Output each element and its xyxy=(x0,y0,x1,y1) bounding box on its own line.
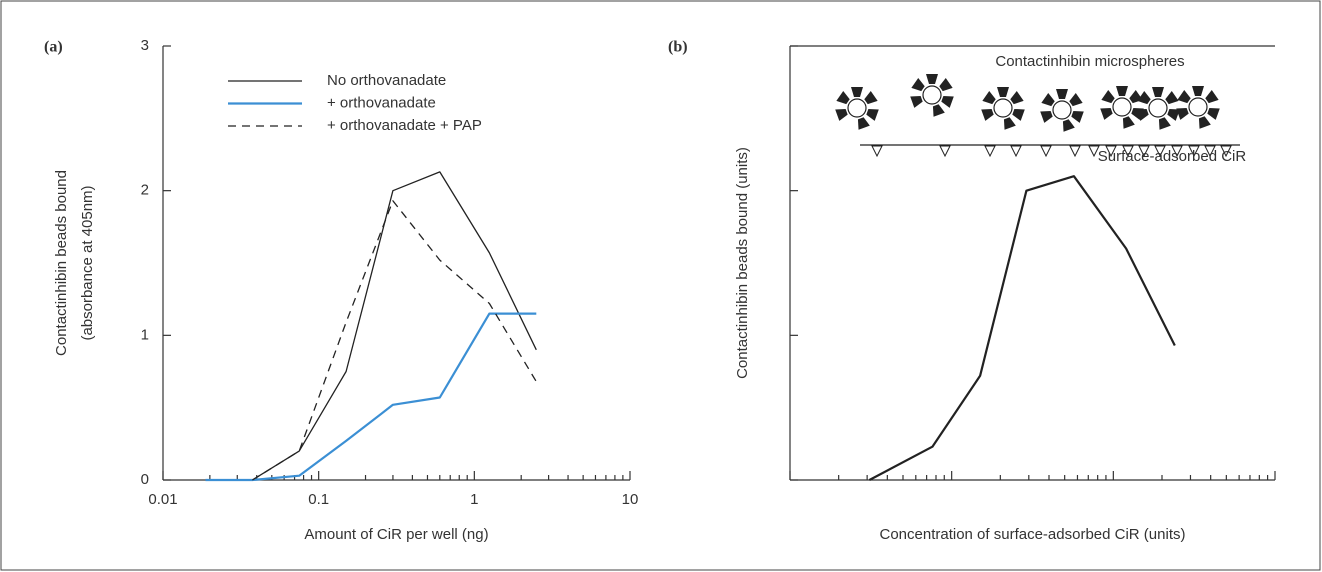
panel-label: (b) xyxy=(668,39,688,56)
annotation: Surface-adsorbed CiR xyxy=(1098,148,1247,165)
series-line xyxy=(252,171,537,481)
microsphere xyxy=(980,86,1026,131)
receptor xyxy=(984,145,996,157)
y-tick-label: 0 xyxy=(141,471,149,488)
x-tick-label: 0.1 xyxy=(308,491,329,508)
y-tick-label: 3 xyxy=(141,37,149,54)
receptor xyxy=(1010,145,1022,157)
y-tick-label: 1 xyxy=(141,326,149,343)
receptor xyxy=(871,145,883,157)
receptor xyxy=(1069,145,1081,157)
panel-label: (a) xyxy=(44,39,63,56)
x-tick-label: 10 xyxy=(622,491,639,508)
microsphere xyxy=(1175,85,1221,130)
y-axis-title: Contactinhibin beads bound (units) xyxy=(734,147,751,379)
receptor xyxy=(939,145,951,157)
y-axis-title: Contactinhibin beads bound xyxy=(53,170,70,356)
inset-diagram xyxy=(834,73,1240,157)
series-line xyxy=(252,200,537,481)
microsphere xyxy=(909,73,955,118)
y-axis-title: (absorbance at 405nm) xyxy=(79,185,96,340)
microsphere xyxy=(834,86,880,131)
legend-label: No orthovanadate xyxy=(327,72,446,89)
series-line xyxy=(205,312,537,482)
x-axis-title: Concentration of surface-adsorbed CiR (u… xyxy=(880,526,1186,543)
y-tick-label: 2 xyxy=(141,182,149,199)
annotation: Contactinhibin microspheres xyxy=(995,53,1184,70)
microsphere xyxy=(1039,88,1085,133)
microsphere xyxy=(1135,86,1181,131)
x-axis-title: Amount of CiR per well (ng) xyxy=(304,526,488,543)
x-tick-label: 1 xyxy=(470,491,478,508)
legend-label: + orthovanadate + PAP xyxy=(327,117,482,134)
x-tick-label: 0.01 xyxy=(148,491,177,508)
legend-label: + orthovanadate xyxy=(327,94,436,111)
receptor xyxy=(1040,145,1052,157)
microsphere xyxy=(1099,85,1145,130)
series-line xyxy=(868,175,1176,481)
